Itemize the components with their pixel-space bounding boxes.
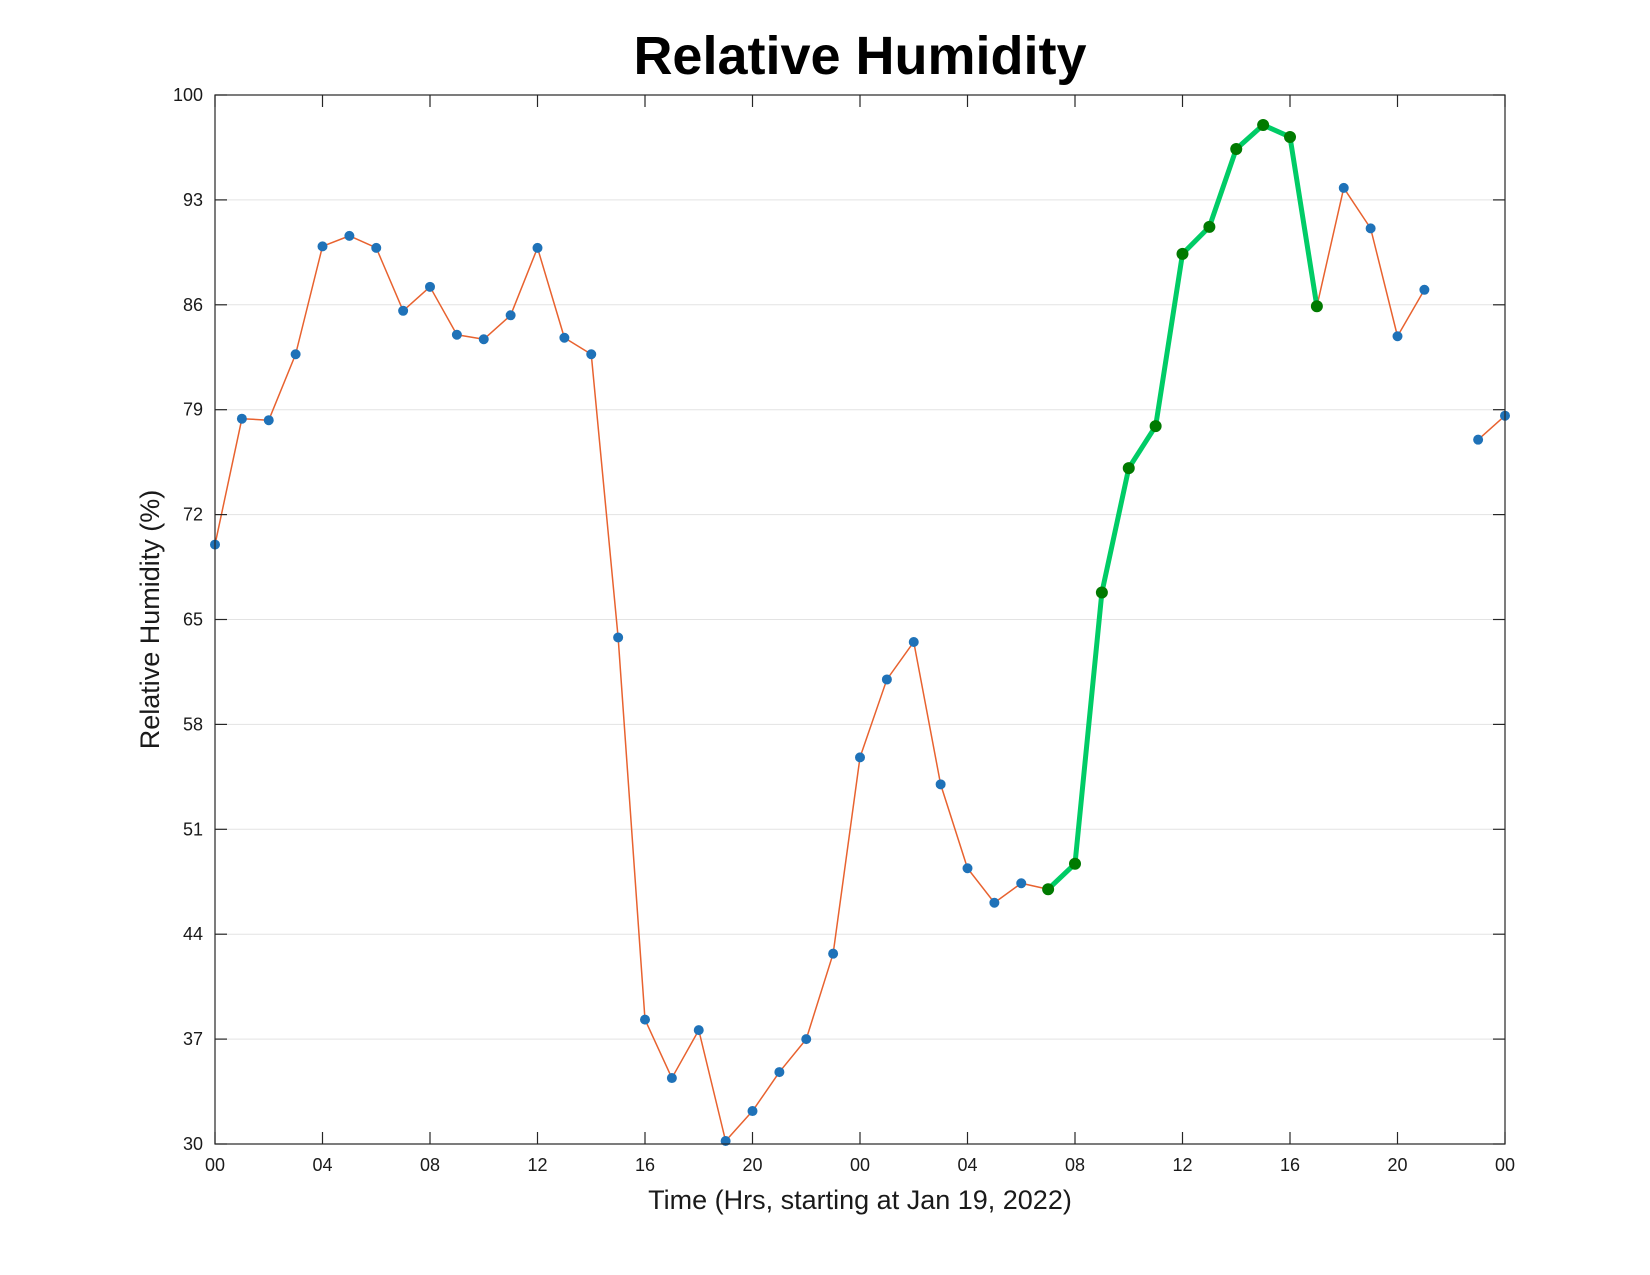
data-point [1016,878,1027,889]
x-tick-label: 08 [1065,1155,1085,1175]
x-tick-label: 04 [957,1155,977,1175]
data-point [532,242,543,253]
x-tick-label: 08 [420,1155,440,1175]
y-tick-label: 51 [183,819,203,839]
highlight-data-point [1230,142,1243,155]
data-point [1365,223,1376,234]
x-tick-label: 20 [1387,1155,1407,1175]
data-point [559,332,570,343]
data-point [908,636,919,647]
tick-layer: 30 37 44 51 58 65 72 79 86 93 100 00 04 08 12 16 20 00 04 0… [173,85,1515,1175]
data-point [290,349,301,360]
highlight-data-point [1284,130,1296,143]
highlight-data-point [1095,586,1108,599]
highlight-data-point [1257,118,1270,131]
y-tick-label: 30 [183,1134,203,1154]
highlight-data-point [1042,883,1055,896]
highlight-series [1042,118,1323,896]
data-point [720,1136,731,1146]
data-point [317,241,328,252]
y-tick-label: 44 [183,924,203,944]
data-point [371,242,382,253]
y-tick-label: 37 [183,1029,203,1049]
data-point [505,310,516,321]
data-point [1392,331,1403,342]
x-tick-label: 12 [527,1155,547,1175]
x-axis-label: Time (Hrs, starting at Jan 19, 2022) [648,1185,1072,1215]
data-point [1419,284,1430,295]
data-point [801,1034,812,1045]
data-point [344,230,355,241]
data-point [263,415,274,426]
data-point [855,752,865,763]
data-point [828,948,839,959]
chart-title: Relative Humidity [633,26,1086,86]
x-tick-label: 00 [850,1155,870,1175]
data-point [935,779,946,790]
data-point [425,281,435,292]
data-point [747,1106,758,1117]
y-tick-label: 100 [173,85,203,105]
series-layer [210,118,1510,1146]
data-point [666,1073,677,1084]
data-point [989,897,1000,908]
x-tick-label: 12 [1172,1155,1192,1175]
data-point [478,334,489,345]
x-tick-label: 20 [742,1155,762,1175]
data-point [774,1067,785,1078]
x-tick-label: 00 [205,1155,225,1175]
data-point [451,329,462,340]
y-axis-label: Relative Humidity (%) [135,490,165,750]
data-point [236,413,247,424]
data-point [1473,434,1484,445]
highlight-data-point [1122,462,1135,475]
highlight-data-point [1310,300,1323,313]
y-tick-label: 79 [183,400,203,420]
x-tick-label: 16 [635,1155,655,1175]
data-point [613,632,624,643]
x-tick-label: 04 [312,1155,332,1175]
y-tick-label: 58 [183,714,203,734]
highlight-data-point [1149,420,1162,433]
series-line [1477,414,1506,441]
y-tick-label: 93 [183,190,203,210]
data-point [1338,182,1349,193]
data-point [881,674,892,685]
data-point [962,863,973,874]
highlight-data-point [1203,220,1216,233]
grid-layer [215,199,1505,1040]
x-tick-label: 16 [1280,1155,1300,1175]
data-point [693,1025,704,1036]
y-tick-label: 86 [183,295,203,315]
data-point [586,349,597,360]
highlight-data-point [1069,857,1081,870]
x-tick-label: 00 [1495,1155,1515,1175]
y-tick-label: 72 [183,505,203,525]
data-point [640,1014,650,1025]
data-point [398,305,409,316]
highlight-data-point [1176,247,1189,260]
y-tick-label: 65 [183,610,203,630]
